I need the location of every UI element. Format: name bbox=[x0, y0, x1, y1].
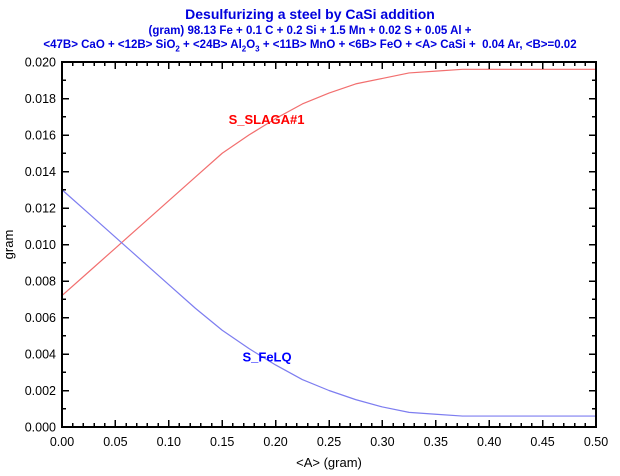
x-tick-label: 0.40 bbox=[477, 435, 501, 449]
y-tick-label: 0.010 bbox=[25, 238, 56, 252]
x-tick-label: 0.05 bbox=[103, 435, 127, 449]
s-felq-label: S_FeLQ bbox=[242, 349, 291, 364]
s-felq-curve bbox=[61, 189, 596, 417]
y-tick-label: 0.000 bbox=[25, 421, 56, 435]
y-tick-label: 0.004 bbox=[25, 348, 56, 362]
s-slaga1-label: S_SLAGA#1 bbox=[229, 112, 305, 127]
x-tick-label: 0.25 bbox=[317, 435, 341, 449]
subtitle-text: + <11B> MnO + <6B> FeO + <A> CaSi + 0.04… bbox=[259, 39, 577, 51]
subtitle-text: + <24B> Al bbox=[179, 39, 242, 51]
chart-title: Desulfurizing a steel by CaSi addition bbox=[185, 6, 435, 22]
s-slaga1-curve bbox=[61, 68, 596, 297]
y-tick-label: 0.006 bbox=[25, 311, 56, 325]
plot-border bbox=[61, 61, 597, 428]
x-axis-title: <A> (gram) bbox=[296, 455, 362, 470]
y-tick-label: 0.002 bbox=[25, 384, 56, 398]
x-tick-label: 0.00 bbox=[50, 435, 74, 449]
x-tick-label: 0.20 bbox=[263, 435, 287, 449]
subtitle-text: <47B> CaO + <12B> SiO bbox=[43, 39, 176, 51]
subscript-text: 3 bbox=[255, 44, 260, 54]
y-tick-label: 0.016 bbox=[25, 129, 56, 143]
subtitle-text: O bbox=[246, 39, 256, 51]
subscript-text: 2 bbox=[241, 44, 247, 54]
y-tick-label: 0.020 bbox=[25, 56, 56, 70]
y-tick-label: 0.008 bbox=[25, 275, 56, 289]
subscript-text: 2 bbox=[175, 44, 180, 54]
x-tick-label: 0.30 bbox=[370, 435, 394, 449]
x-tick-label: 0.15 bbox=[210, 435, 234, 449]
y-tick-label: 0.012 bbox=[25, 202, 56, 216]
x-tick-label: 0.45 bbox=[530, 435, 554, 449]
x-tick-label: 0.35 bbox=[424, 435, 448, 449]
x-tick-label: 0.50 bbox=[584, 435, 608, 449]
chart-subtitle-line1: (gram) 98.13 Fe + 0.1 C + 0.2 Si + 1.5 M… bbox=[148, 25, 472, 37]
y-axis-title: gram bbox=[1, 230, 16, 260]
chart-subtitle-line2: <47B> CaO + <12B> SiO2 + <24B> Al2O3 + <… bbox=[0, 39, 620, 54]
y-tick-label: 0.014 bbox=[25, 165, 56, 179]
x-tick-label: 0.10 bbox=[157, 435, 181, 449]
y-tick-label: 0.018 bbox=[25, 92, 56, 106]
